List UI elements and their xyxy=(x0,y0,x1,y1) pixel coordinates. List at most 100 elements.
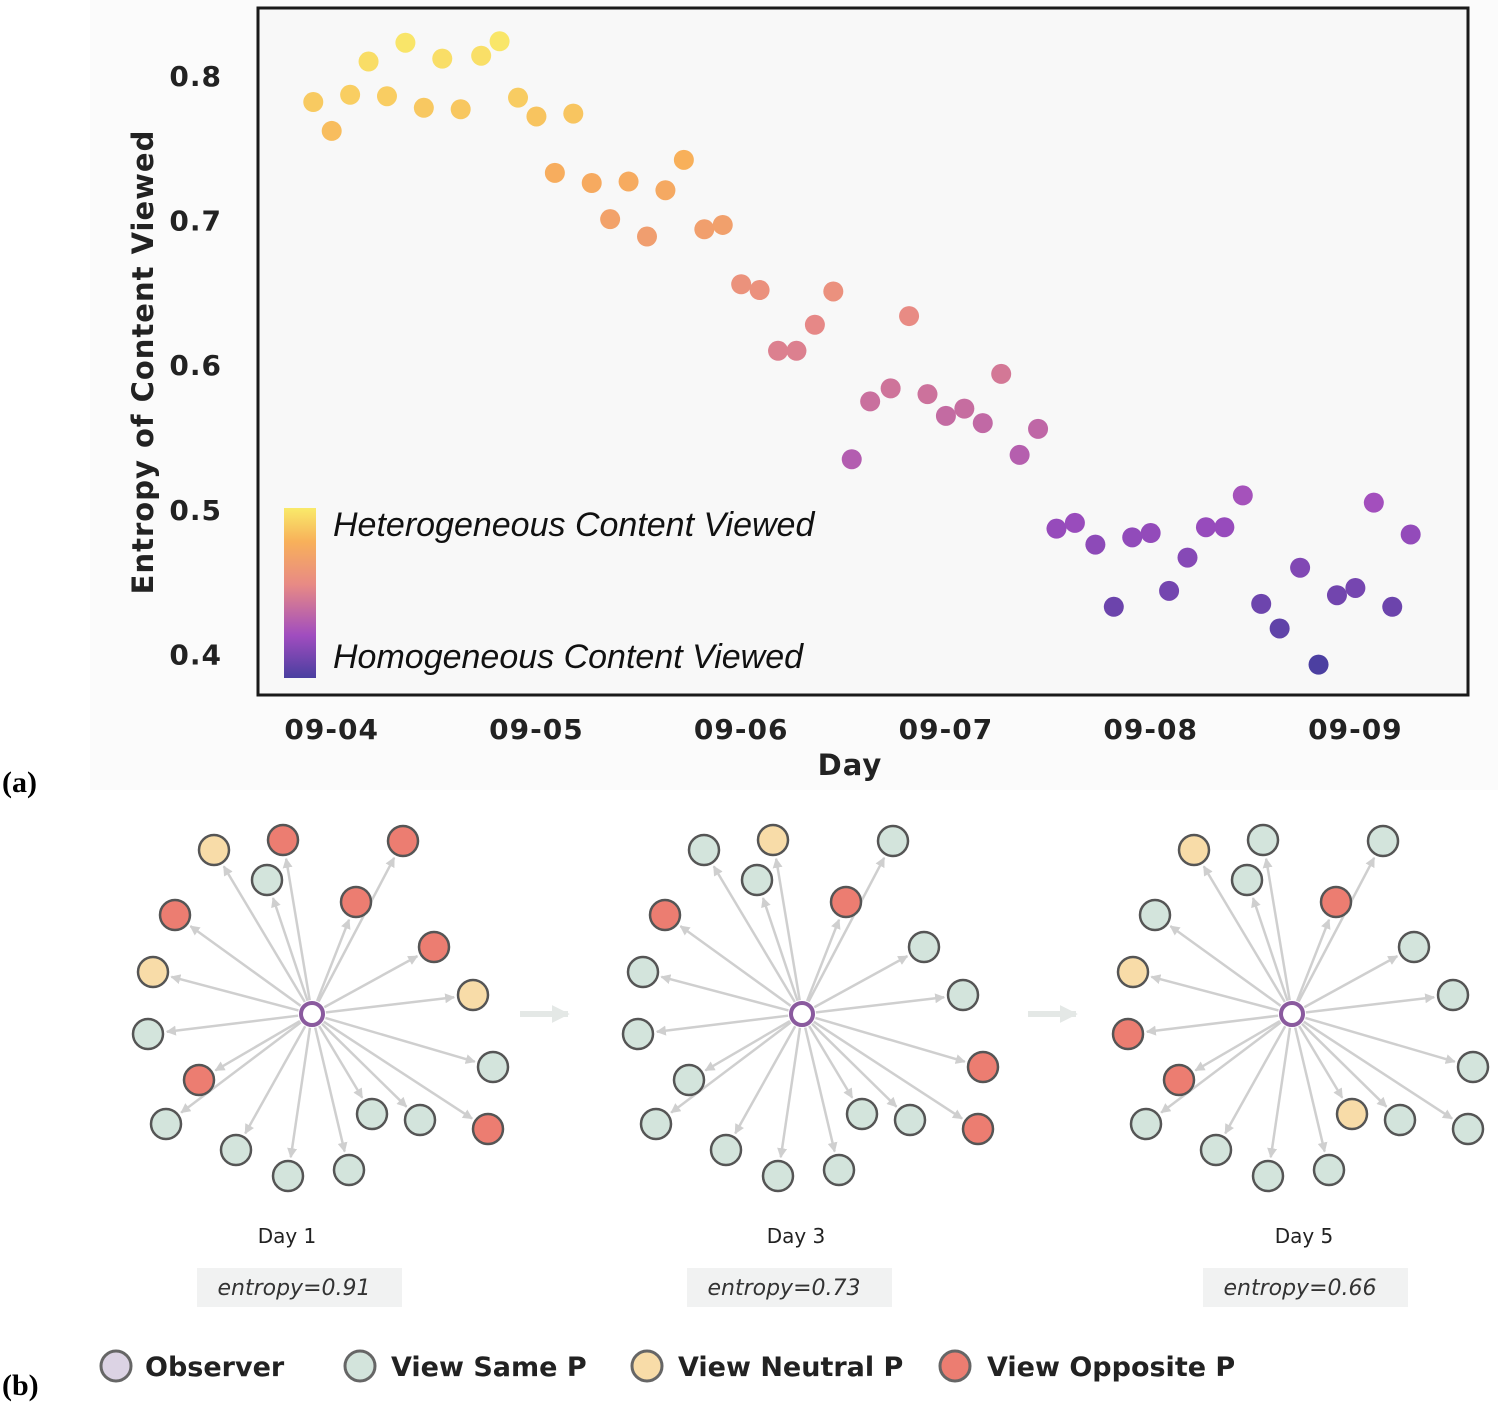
y-tick-label: 0.7 xyxy=(169,205,222,238)
network-edge xyxy=(777,1027,802,1159)
node-neutral xyxy=(1116,955,1150,989)
network-edge xyxy=(1262,857,1291,1001)
network-edge xyxy=(734,1025,797,1135)
network-edge xyxy=(670,1021,792,1114)
entropy-value-1: entropy=0.91 xyxy=(217,1276,370,1301)
node-same xyxy=(131,1017,165,1051)
panel-label-a: (a) xyxy=(2,766,37,799)
scatter-point xyxy=(544,162,565,183)
network-edge xyxy=(808,1025,854,1099)
network-edge xyxy=(1297,856,1376,1003)
observer-node xyxy=(1279,1001,1305,1027)
node-same xyxy=(893,1103,927,1137)
node-same xyxy=(1246,823,1280,857)
x-tick-label: 09-06 xyxy=(694,713,789,746)
x-tick-label: 09-07 xyxy=(899,713,994,746)
scatter-point xyxy=(526,106,547,127)
scatter-point xyxy=(954,398,975,419)
network-edge xyxy=(813,1020,963,1120)
network-edge xyxy=(287,1027,312,1159)
node-same xyxy=(1138,898,1172,932)
scatter-point xyxy=(655,180,676,201)
colorbar-legend: Heterogeneous Content Viewed Homogeneous… xyxy=(284,506,815,678)
node-neutral xyxy=(756,823,790,857)
legend-label-opposite: View Opposite P xyxy=(987,1352,1235,1383)
node-same xyxy=(403,1103,437,1137)
scatter-point xyxy=(413,97,434,118)
entropy-box-1 xyxy=(197,1268,402,1307)
network-edge xyxy=(189,925,302,1007)
network-edge xyxy=(1267,1027,1292,1159)
network-edge xyxy=(323,955,419,1009)
network-edge xyxy=(660,974,789,1012)
scatter-point xyxy=(340,84,361,105)
network-edge xyxy=(321,1022,408,1108)
node-opposite xyxy=(829,885,863,919)
panel-a-scatter: 0.40.50.60.70.8 09-04 09-05 09-06 09-07 09-0… xyxy=(2,0,1498,799)
day-label-5: Day 5 xyxy=(1275,1224,1334,1248)
scatter-point xyxy=(935,405,956,426)
entropy-box-3 xyxy=(687,1268,892,1307)
node-same xyxy=(639,1107,673,1141)
scatter-point xyxy=(1251,593,1272,614)
node-same xyxy=(626,955,660,989)
node-neutral xyxy=(136,955,170,989)
scatter-point xyxy=(376,86,397,107)
node-same xyxy=(822,1153,856,1187)
network-edge xyxy=(314,1027,348,1153)
scatter-point xyxy=(1290,557,1311,578)
network-edge xyxy=(1202,865,1286,1003)
network-edge xyxy=(282,857,311,1001)
network-edge xyxy=(815,993,946,1014)
scatter-point xyxy=(358,51,379,72)
observer-node xyxy=(299,1001,325,1027)
network-diagrams xyxy=(131,823,1490,1193)
scatter-point xyxy=(637,226,658,247)
entropy-value-5: entropy=0.66 xyxy=(1223,1276,1376,1301)
network-edge xyxy=(1160,1021,1282,1114)
network-edge xyxy=(804,1027,838,1153)
scatter-point xyxy=(321,120,342,141)
node-opposite xyxy=(648,898,682,932)
network-2 xyxy=(621,823,1000,1193)
x-axis-title: Day xyxy=(818,748,883,782)
node-opposite xyxy=(1162,1063,1196,1097)
node-opposite xyxy=(1111,1017,1145,1051)
node-same xyxy=(250,863,284,897)
scatter-point xyxy=(917,384,938,405)
scatter-point xyxy=(303,92,324,113)
scatter-point xyxy=(899,306,920,327)
scatter-point xyxy=(432,48,453,69)
scatter-point xyxy=(731,274,752,295)
scatter-point xyxy=(1046,518,1067,539)
network-edge xyxy=(655,1014,789,1036)
legend-swatch-observer xyxy=(99,1349,133,1383)
network-edge xyxy=(807,856,886,1003)
network-edge xyxy=(1305,993,1436,1014)
node-same xyxy=(1312,1153,1346,1187)
scatter-point xyxy=(1382,596,1403,617)
network-edge xyxy=(325,1016,476,1064)
network-labels: Day 1 Day 3 Day 5 entropy=0.91 entropy=0… xyxy=(197,1224,1408,1307)
node-same xyxy=(219,1133,253,1167)
y-tick-label: 0.6 xyxy=(169,349,222,382)
node-same xyxy=(761,1159,795,1193)
node-same xyxy=(672,1063,706,1097)
network-legend: Observer View Same P View Neutral P View… xyxy=(99,1349,1235,1383)
network-edge xyxy=(1150,974,1279,1012)
node-same xyxy=(709,1133,743,1167)
network-edge xyxy=(679,925,792,1007)
y-axis: 0.4 0.5 0.6 0.7 0.8 xyxy=(169,60,222,672)
scatter-point xyxy=(1345,577,1366,598)
node-opposite xyxy=(961,1112,995,1146)
network-edge xyxy=(772,857,801,1001)
legend-label-same: View Same P xyxy=(391,1352,587,1383)
scatter-point xyxy=(1009,444,1030,465)
network-edge xyxy=(317,856,396,1003)
node-same xyxy=(1251,1159,1285,1193)
network-edge xyxy=(704,1019,791,1072)
x-tick-label: 09-09 xyxy=(1308,713,1403,746)
network-edge xyxy=(1301,1022,1388,1108)
node-same xyxy=(907,930,941,964)
node-neutral xyxy=(197,833,231,867)
